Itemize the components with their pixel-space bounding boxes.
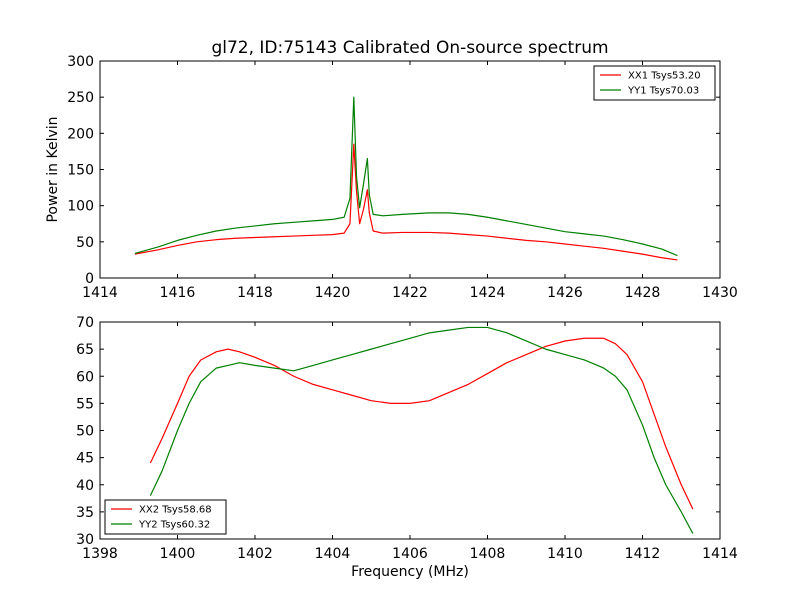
x-axis-label: Frequency (MHz) <box>351 564 469 580</box>
x-tick-label: 1400 <box>160 546 196 562</box>
x-tick-label: 1414 <box>702 546 738 562</box>
y-tick-label: 65 <box>76 342 94 358</box>
y-tick-label: 55 <box>76 396 94 412</box>
x-tick-label: 1404 <box>315 546 351 562</box>
legend-box <box>593 65 716 101</box>
legend-label: YY1 Tsys70.03 <box>627 86 699 97</box>
x-tick-label: 1402 <box>237 546 273 562</box>
x-tick-label: 1406 <box>392 546 428 562</box>
y-tick-label: 60 <box>76 369 94 385</box>
y-tick-label: 100 <box>67 199 94 215</box>
y-tick-label: 40 <box>76 478 94 494</box>
legend: XX2 Tsys58.68 YY2 Tsys60.32 <box>104 499 227 535</box>
x-tick-label: 1410 <box>547 546 583 562</box>
legend-box <box>104 499 227 535</box>
panel-2: 1398 1400 1402 1404 1406 1408 1410 1412 1414 30 35… <box>76 315 738 580</box>
y-tick-label: 45 <box>76 451 94 467</box>
y-tick-label: 50 <box>76 235 94 251</box>
x-tick-label: 1428 <box>625 285 661 301</box>
x-tick-label: 1418 <box>237 285 273 301</box>
y-tick-label: 0 <box>85 271 94 287</box>
y-tick-label: 70 <box>76 315 94 331</box>
x-tick-label: 1420 <box>315 285 351 301</box>
y-tick-label: 150 <box>67 163 94 179</box>
series-line-1-1 <box>134 143 678 261</box>
panel-1: 1414 1416 1418 1420 1422 1424 1426 1428 1430 0 50 1… <box>45 54 738 301</box>
x-tick-label: 1426 <box>547 285 583 301</box>
y-tick-label: 250 <box>67 90 94 106</box>
y-tick-label: 35 <box>76 505 94 521</box>
x-tick-label: 1398 <box>82 546 118 562</box>
series-line-2-1 <box>149 337 694 510</box>
x-tick-label: 1408 <box>470 546 506 562</box>
y-tick-label: 200 <box>67 126 94 142</box>
series-line-2-2 <box>149 326 694 534</box>
x-tick-label: 1412 <box>625 546 661 562</box>
legend-label: XX1 Tsys53.20 <box>628 71 701 82</box>
y-tick-label: 50 <box>76 424 94 440</box>
x-tick-label: 1414 <box>82 285 118 301</box>
x-tick-label: 1430 <box>702 285 738 301</box>
y-axis-label: Power in Kelvin <box>45 116 61 222</box>
x-tick-label: 1422 <box>392 285 428 301</box>
x-tick-label: 1424 <box>470 285 506 301</box>
legend: XX1 Tsys53.20 YY1 Tsys70.03 <box>593 65 716 101</box>
y-tick-label: 300 <box>67 54 94 70</box>
chart-title: gl72, ID:75143 Calibrated On-source spec… <box>211 38 608 58</box>
y-tick-label: 30 <box>76 532 94 548</box>
legend-label: XX2 Tsys58.68 <box>139 505 212 516</box>
x-tick-label: 1416 <box>160 285 196 301</box>
series-line-1-2 <box>134 96 678 257</box>
legend-label: YY2 Tsys60.32 <box>138 520 210 531</box>
